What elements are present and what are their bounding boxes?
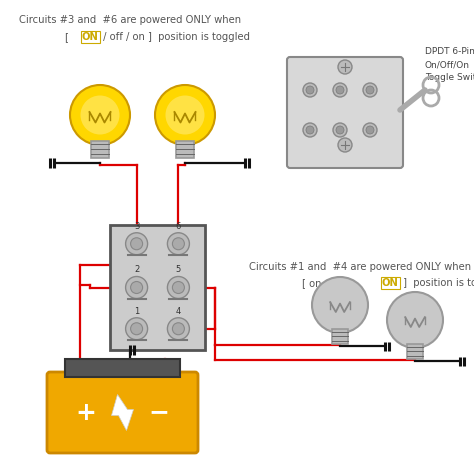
Text: / off / on ]  position is toggled: / off / on ] position is toggled [100, 32, 250, 42]
Circle shape [126, 318, 147, 340]
Circle shape [306, 86, 314, 94]
FancyBboxPatch shape [176, 141, 194, 157]
Text: [ on / off /: [ on / off / [302, 278, 357, 288]
Circle shape [387, 292, 443, 348]
Circle shape [126, 233, 147, 255]
Circle shape [131, 282, 143, 293]
Circle shape [333, 123, 347, 137]
Circle shape [126, 276, 147, 299]
Circle shape [312, 277, 368, 333]
Circle shape [306, 126, 314, 134]
Text: −: − [148, 401, 169, 425]
Text: ON: ON [82, 32, 99, 42]
Circle shape [131, 238, 143, 250]
Circle shape [303, 83, 317, 97]
Circle shape [167, 233, 190, 255]
Text: 6: 6 [176, 222, 181, 231]
FancyBboxPatch shape [91, 141, 109, 157]
Circle shape [81, 95, 119, 135]
Text: [: [ [65, 32, 75, 42]
Text: 3: 3 [134, 222, 139, 231]
Text: +: + [76, 401, 97, 425]
FancyBboxPatch shape [287, 57, 403, 168]
FancyBboxPatch shape [110, 225, 205, 350]
Circle shape [333, 83, 347, 97]
FancyBboxPatch shape [407, 344, 423, 359]
Polygon shape [111, 394, 134, 430]
Text: Circuits #3 and  #6 are powered ONLY when: Circuits #3 and #6 are powered ONLY when [19, 15, 241, 25]
Circle shape [155, 85, 215, 145]
Text: 2: 2 [134, 265, 139, 274]
Circle shape [366, 86, 374, 94]
Text: Circuits #1 and  #4 are powered ONLY when: Circuits #1 and #4 are powered ONLY when [249, 262, 471, 272]
FancyBboxPatch shape [65, 359, 180, 377]
Text: ON: ON [382, 278, 399, 288]
Circle shape [336, 86, 344, 94]
Text: ]  position is toggled: ] position is toggled [400, 278, 474, 288]
FancyBboxPatch shape [47, 372, 198, 453]
Circle shape [338, 60, 352, 74]
Text: DPDT 6-Pin
On/Off/On
Toggle Switch: DPDT 6-Pin On/Off/On Toggle Switch [425, 47, 474, 82]
Circle shape [338, 138, 352, 152]
Circle shape [303, 123, 317, 137]
Circle shape [173, 238, 184, 250]
Circle shape [363, 123, 377, 137]
Circle shape [363, 83, 377, 97]
Circle shape [131, 323, 143, 335]
Circle shape [167, 276, 190, 299]
Text: 5: 5 [176, 265, 181, 274]
Circle shape [70, 85, 130, 145]
FancyBboxPatch shape [332, 329, 348, 345]
Circle shape [165, 95, 204, 135]
Circle shape [173, 282, 184, 293]
Text: 4: 4 [176, 307, 181, 316]
Text: 1: 1 [134, 307, 139, 316]
Circle shape [366, 126, 374, 134]
Circle shape [173, 323, 184, 335]
Circle shape [336, 126, 344, 134]
Circle shape [167, 318, 190, 340]
